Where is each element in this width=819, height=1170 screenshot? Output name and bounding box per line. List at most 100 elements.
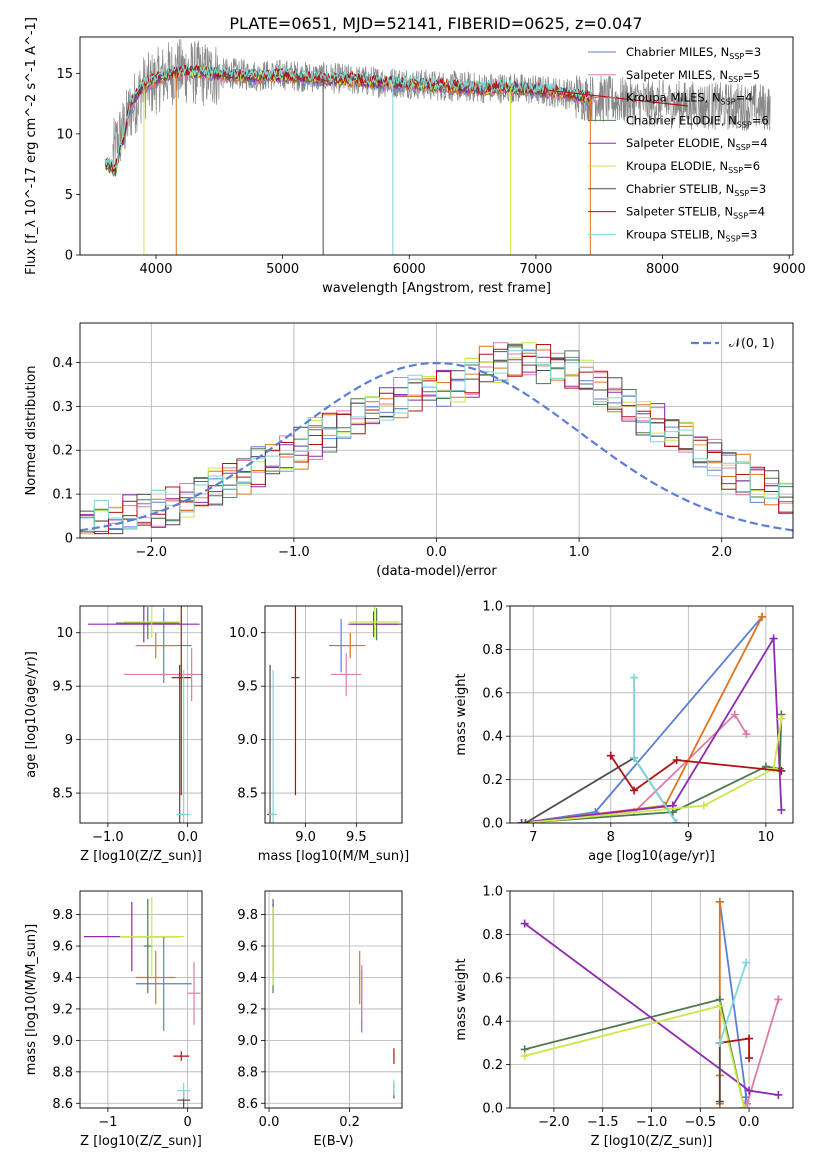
x-tick-label: 7	[529, 830, 537, 845]
weight-marker-salpeter-stelib	[777, 766, 786, 775]
y-tick-label: 9.2	[237, 1002, 258, 1017]
y-tick-label: 0.8	[482, 643, 503, 658]
axes-frame	[79, 322, 794, 539]
x-tick-label: 0.0	[177, 830, 198, 845]
weight-marker-salpeter-stelib	[630, 786, 639, 795]
x-tick-label: 9000	[773, 262, 806, 277]
y-tick-label: 8.8	[237, 1065, 258, 1080]
figure-title: PLATE=0651, MJD=52141, FIBERID=0625, z=0…	[229, 14, 642, 33]
y-axis-label: Normed distribution	[24, 366, 39, 496]
axes-z-weight: −2.0 −1.5 −1.0 −0.5 0.0 0.0 0.2 0.4 0.6 0.8 1.0 Z […	[454, 885, 794, 1149]
y-tick-label: 0	[65, 532, 73, 547]
x-tick-label: 0.0	[739, 1115, 760, 1130]
legend-label-kroupa-miles: Kroupa MILES, NSSP=4	[626, 91, 752, 107]
axes-ebv-mass: 0.0 0.2 8.6 8.8 9.0 9.2 9.4 9.6 9.8 E(B-V)	[237, 890, 403, 1149]
weight-marker-salpeter-elodie	[774, 1090, 783, 1099]
weight-marker-salpeter-miles	[730, 710, 739, 719]
x-tick-label: 4000	[139, 262, 172, 277]
weight-line-salpeter-miles	[525, 713, 748, 823]
weight-marker-chabrier-stelib	[521, 819, 530, 823]
legend-label-salpeter-miles: Salpeter MILES, NSSP=5	[626, 68, 760, 84]
legend-label-chabrier-elodie: Chabrier ELODIE, NSSP=6	[626, 113, 769, 129]
y-tick-label: 0.6	[482, 971, 503, 986]
x-tick-label: 5000	[266, 262, 299, 277]
plot-area-z-age	[87, 606, 202, 823]
x-axis-label: (data-model)/error	[376, 564, 497, 579]
y-tick-label: 0.2	[482, 1058, 503, 1073]
x-axis-label: Z [log10(Z/Z_sun)]	[80, 849, 202, 864]
y-tick-label: 8.6	[52, 1097, 73, 1112]
weight-marker-salpeter-stelib	[745, 1034, 754, 1043]
x-axis-label: wavelength [Angstrom, rest frame]	[322, 281, 551, 296]
x-tick-label: −2.0	[538, 1115, 570, 1130]
weight-marker-kroupa-stelib	[630, 673, 639, 682]
x-axis-label: mass [log10(M/M_sun)]	[258, 849, 410, 864]
weight-marker-salpeter-elodie	[777, 805, 786, 814]
x-tick-label: 9.5	[346, 830, 367, 845]
y-tick-label: 0.0	[482, 817, 503, 832]
axes-frame	[509, 890, 794, 1109]
weight-marker-salpeter-elodie	[517, 819, 526, 823]
y-tick-label: 0.6	[482, 686, 503, 701]
y-tick-label: 8.6	[237, 1097, 258, 1112]
y-tick-label: 0.2	[482, 773, 503, 788]
y-tick-label: 10	[56, 127, 73, 142]
y-tick-label: 9.5	[52, 680, 73, 695]
y-tick-label: 10.0	[229, 626, 258, 641]
x-tick-label: −1.0	[92, 830, 124, 845]
weight-marker-chabrier-stelib	[715, 1097, 724, 1106]
plot-area-z-weight	[520, 897, 783, 1108]
weight-line-salpeter-stelib	[610, 755, 782, 792]
weight-marker-salpeter-miles	[774, 995, 783, 1004]
y-tick-label: 10	[56, 626, 73, 641]
x-tick-label: 8	[607, 830, 615, 845]
y-tick-label: 0	[65, 249, 73, 264]
weight-marker-kroupa-stelib	[630, 753, 639, 762]
y-tick-label: 9.0	[237, 1034, 258, 1049]
plot-area-spectrum	[104, 39, 771, 255]
weight-line-salpeter-miles	[746, 999, 780, 1104]
gaussian-reference-line	[80, 361, 793, 532]
x-tick-label: −1	[98, 1115, 117, 1130]
axes-z-age: −1.0 0.0 8.5 9 9.5 10 Z [log10(Z/Z_sun)] age [l…	[24, 605, 203, 864]
y-tick-label: 9.0	[52, 1034, 73, 1049]
x-tick-label: 2.0	[711, 545, 732, 560]
x-axis-label: Z [log10(Z/Z_sun)]	[591, 1134, 713, 1149]
x-tick-label: 9.0	[295, 830, 316, 845]
axes-frame	[79, 36, 794, 256]
y-tick-label: 0.4	[52, 356, 73, 371]
x-tick-label: 0	[184, 1115, 192, 1130]
legend-label-salpeter-stelib: Salpeter STELIB, NSSP=4	[626, 205, 765, 221]
y-tick-label: 9.8	[237, 908, 258, 923]
x-tick-label: −0.5	[685, 1115, 717, 1130]
x-tick-label: 10	[758, 830, 775, 845]
y-tick-label: 9.8	[52, 908, 73, 923]
weight-line-kroupa-miles	[521, 616, 763, 823]
y-tick-label: 0.1	[52, 488, 73, 503]
plot-area-residuals	[80, 342, 793, 535]
weight-line-kroupa-stelib	[633, 677, 678, 823]
weight-marker-salpeter-elodie	[520, 919, 529, 928]
legend-label-chabrier-stelib: Chabrier STELIB, NSSP=3	[626, 182, 766, 198]
y-tick-label: 9.4	[237, 971, 258, 986]
weight-marker-salpeter-miles	[743, 1099, 752, 1108]
weight-line-kroupa-elodie	[525, 718, 783, 823]
y-tick-label: 9.5	[237, 680, 258, 695]
axes-age-weight: 7 8 9 10 0.0 0.2 0.4 0.6 0.8 1.0 age [log10(age/yr…	[454, 600, 794, 864]
y-tick-label: 9.4	[52, 971, 73, 986]
hist-step-salpeter-stelib	[80, 344, 793, 535]
y-tick-label: 9.0	[237, 733, 258, 748]
y-tick-label: 0.2	[52, 444, 73, 459]
y-tick-label: 15	[56, 67, 73, 82]
axes-z-mass: −1 0 8.6 8.8 9.0 9.2 9.4 9.6 9.8 Z [log10(Z/Z_sun…	[24, 890, 203, 1149]
y-tick-label: 1.0	[482, 600, 503, 615]
weight-line-kroupa-stelib	[718, 962, 748, 1044]
y-tick-label: 0.4	[482, 1015, 503, 1030]
axes-frame	[264, 890, 403, 1109]
weight-marker-kroupa-elodie	[520, 1051, 529, 1060]
x-tick-label: −1.0	[636, 1115, 668, 1130]
weight-line-chabrier-elodie	[524, 998, 746, 1108]
weight-marker-kroupa-elodie	[699, 801, 708, 810]
weight-marker-salpeter-miles	[742, 730, 751, 739]
weight-marker-kroupa-elodie	[769, 764, 778, 773]
